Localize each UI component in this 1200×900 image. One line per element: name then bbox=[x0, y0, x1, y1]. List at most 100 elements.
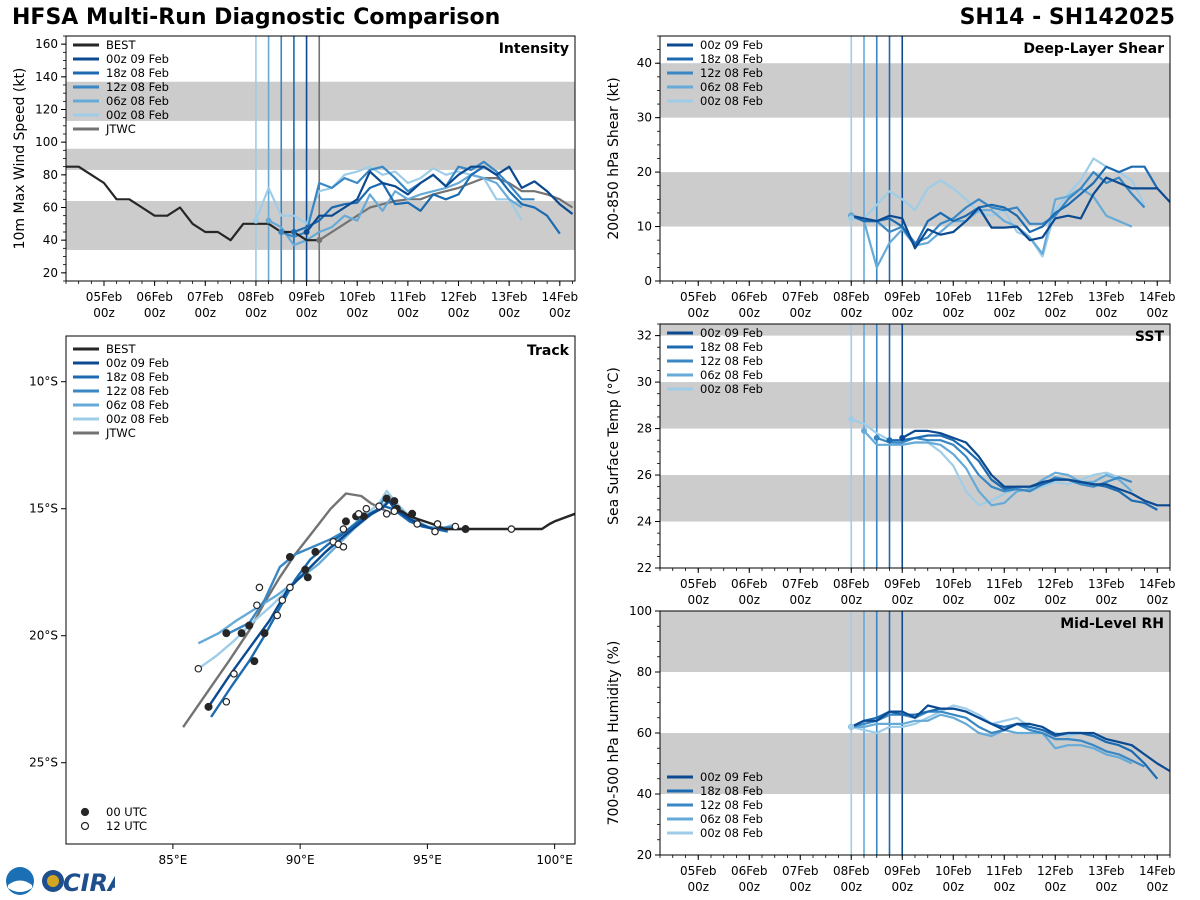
series-line-00z-09-feb bbox=[305, 165, 574, 233]
x-tick-label-day: 06Feb bbox=[731, 864, 768, 878]
series-line-06z-08-feb bbox=[268, 173, 523, 247]
x-tick-label-hour: 00z bbox=[789, 593, 811, 607]
init-marker-jtwc bbox=[316, 237, 323, 244]
x-tick-label-day: 07Feb bbox=[782, 864, 819, 878]
track-marker-00utc bbox=[285, 552, 294, 561]
figure-title: HFSA Multi-Run Diagnostic Comparison bbox=[12, 5, 501, 30]
init-marker-18z-08-feb bbox=[290, 229, 297, 235]
track-marker-00utc bbox=[303, 573, 312, 582]
x-tick-label-day: 14Feb bbox=[1139, 290, 1176, 304]
y-tick-label: 140 bbox=[35, 70, 58, 84]
init-marker-00z-08-feb bbox=[848, 215, 855, 222]
track-marker-12utc bbox=[194, 664, 203, 673]
x-tick-label-day: 12Feb bbox=[1037, 290, 1074, 304]
track-marker-00utc bbox=[237, 629, 246, 638]
x-tick-label-day: 08Feb bbox=[238, 290, 275, 304]
y-tick-label: 26 bbox=[637, 468, 652, 482]
track-marker-00utc bbox=[250, 657, 259, 666]
y-tick-label: 15°S bbox=[29, 502, 58, 516]
y-tick-label: 20 bbox=[43, 266, 58, 280]
x-tick-label-hour: 00z bbox=[789, 880, 811, 894]
threshold-band bbox=[660, 382, 1170, 429]
series-line-18z-08-feb bbox=[293, 165, 561, 235]
x-tick-label-hour: 00z bbox=[891, 880, 913, 894]
track-marker-00utc bbox=[260, 629, 269, 638]
track-marker-00utc bbox=[204, 702, 213, 711]
series-line-00z-09-feb bbox=[851, 176, 1170, 250]
legend-label-12z-08-feb: 12z 08 Feb bbox=[106, 384, 169, 398]
panel-title: SST bbox=[1135, 329, 1165, 345]
init-marker-00z-09-feb bbox=[303, 229, 310, 235]
x-tick-label-day: 09Feb bbox=[884, 577, 921, 591]
legend-marker-label: 00 UTC bbox=[106, 805, 147, 819]
y-tick-label: 40 bbox=[637, 56, 652, 70]
legend-label-00z-08-feb: 00z 08 Feb bbox=[106, 412, 169, 426]
track-marker-12utc bbox=[382, 509, 391, 518]
y-tick-label: 30 bbox=[637, 111, 652, 125]
panel-intensity: 20 40 60 80 100 120 140 160 05Feb 00z 06Feb 00z 07Fe… bbox=[12, 35, 578, 320]
x-tick-label-hour: 00z bbox=[840, 593, 862, 607]
x-tick-label: 95°E bbox=[413, 853, 442, 867]
x-tick-label-hour: 00z bbox=[1095, 880, 1117, 894]
x-tick-label-day: 13Feb bbox=[491, 290, 528, 304]
x-tick-label-day: 09Feb bbox=[288, 290, 325, 304]
cira-logo: CIRA bbox=[6, 867, 115, 896]
legend-label-18z-08-feb: 18z 08 Feb bbox=[700, 340, 763, 354]
x-tick-label-hour: 00z bbox=[498, 306, 520, 320]
track-marker-12utc bbox=[278, 596, 287, 604]
legend-label-12z-08-feb: 12z 08 Feb bbox=[106, 80, 169, 94]
y-tick-label: 120 bbox=[35, 103, 58, 117]
x-tick-label-hour: 00z bbox=[891, 593, 913, 607]
track-marker-00utc bbox=[461, 525, 470, 534]
legend-label-12z-08-feb: 12z 08 Feb bbox=[700, 66, 763, 80]
series-line-12z-08-feb bbox=[876, 436, 1133, 493]
track-marker-00utc bbox=[382, 494, 391, 503]
y-tick-label: 80 bbox=[637, 665, 652, 679]
x-tick-label-day: 10Feb bbox=[935, 577, 972, 591]
track-line-18z-08-feb bbox=[210, 505, 449, 718]
series-line-06z-08-feb bbox=[863, 430, 1133, 507]
legend-label-06z-08-feb: 06z 08 Feb bbox=[106, 94, 169, 108]
track-marker-12utc bbox=[431, 527, 439, 536]
x-tick-label-hour: 00z bbox=[1044, 593, 1066, 607]
y-tick-label: 25°S bbox=[29, 756, 58, 770]
x-tick-label-day: 10Feb bbox=[935, 864, 972, 878]
x-tick-label-hour: 00z bbox=[1095, 306, 1117, 320]
x-tick-label-hour: 00z bbox=[738, 593, 760, 607]
globe-center-icon bbox=[47, 875, 59, 887]
y-tick-label: 10 bbox=[637, 220, 652, 234]
legend-label-06z-08-feb: 06z 08 Feb bbox=[700, 80, 763, 94]
x-tick-label-day: 10Feb bbox=[935, 290, 972, 304]
legend-marker-label: 12 UTC bbox=[106, 819, 147, 833]
threshold-band bbox=[66, 81, 575, 121]
init-marker-00z-08-feb bbox=[848, 723, 855, 730]
y-tick-label: 60 bbox=[637, 726, 652, 740]
track-marker-12utc bbox=[253, 601, 261, 610]
track-marker-12utc bbox=[362, 504, 371, 513]
x-tick-label-hour: 00z bbox=[1146, 880, 1168, 894]
track-line-00z-09-feb bbox=[207, 499, 466, 708]
init-marker-00z-08-feb bbox=[848, 416, 855, 423]
y-tick-label: 28 bbox=[637, 422, 652, 436]
x-tick-label-day: 05Feb bbox=[680, 290, 717, 304]
y-tick-label: 20 bbox=[637, 848, 652, 862]
series-line-best bbox=[66, 165, 320, 242]
track-marker-00utc bbox=[301, 565, 310, 574]
legend-label-18z-08-feb: 18z 08 Feb bbox=[700, 52, 763, 66]
x-tick-label-hour: 00z bbox=[1146, 306, 1168, 320]
x-tick-label-day: 06Feb bbox=[731, 290, 768, 304]
x-tick-label-hour: 00z bbox=[687, 306, 709, 320]
series-line-18z-08-feb bbox=[850, 165, 1159, 247]
panel-title: Deep-Layer Shear bbox=[1023, 41, 1164, 57]
y-tick-label: 20°S bbox=[29, 629, 58, 643]
x-tick-label: 85°E bbox=[158, 853, 187, 867]
track-marker-12utc bbox=[354, 509, 363, 518]
track-marker-12utc bbox=[390, 507, 399, 516]
x-tick-label-hour: 00z bbox=[993, 593, 1015, 607]
panel-sst: 22 24 26 28 30 32 05Feb 00z 06Feb 00z 07Feb 00z 08Fe… bbox=[606, 323, 1176, 607]
x-tick-label-hour: 00z bbox=[789, 306, 811, 320]
series-line-00z-08-feb bbox=[851, 157, 1146, 258]
init-marker-00z-08-feb bbox=[252, 217, 259, 224]
x-tick-label-hour: 00z bbox=[687, 593, 709, 607]
x-tick-label-hour: 00z bbox=[448, 306, 470, 320]
